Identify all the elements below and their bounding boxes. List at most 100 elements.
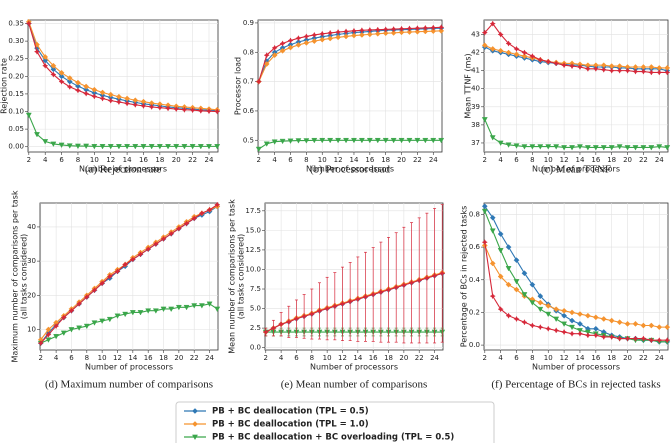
y-tick-label: 43: [471, 30, 480, 38]
marker: [206, 144, 212, 150]
marker: [83, 293, 90, 301]
legend-label: PB + BC deallocation (TPL = 1.0): [212, 420, 369, 430]
marker: [481, 203, 488, 210]
x-axis-label: Number of processors: [306, 165, 394, 174]
marker: [545, 58, 552, 65]
marker: [129, 256, 136, 263]
marker: [489, 228, 496, 234]
marker: [592, 65, 599, 72]
marker: [481, 42, 488, 49]
marker: [497, 31, 504, 38]
marker: [592, 314, 599, 321]
marker: [279, 47, 286, 54]
marker: [400, 282, 407, 289]
marker: [191, 215, 198, 222]
marker: [33, 48, 41, 55]
y-tick-label: 10.0: [245, 265, 261, 273]
marker: [624, 145, 631, 151]
marker: [206, 206, 213, 213]
marker: [497, 47, 504, 54]
y-tick-label: 0.0: [469, 341, 480, 349]
x-tick-label: 10: [544, 156, 553, 164]
marker: [293, 315, 300, 322]
marker: [99, 95, 106, 102]
marker: [430, 28, 437, 35]
marker: [183, 304, 190, 311]
marker: [382, 137, 389, 144]
marker: [168, 306, 175, 312]
marker: [576, 63, 583, 71]
y-tick-label: 0.7: [243, 78, 254, 86]
marker: [263, 52, 270, 59]
marker: [168, 230, 175, 237]
marker: [616, 335, 623, 342]
marker: [295, 42, 302, 48]
marker: [577, 320, 583, 327]
marker: [327, 29, 334, 36]
x-tick-label: 8: [85, 354, 89, 362]
marker: [489, 214, 496, 221]
x-tick-label: 24: [429, 156, 438, 164]
marker: [561, 329, 568, 336]
marker: [68, 327, 75, 333]
x-axis-label: Number of processors: [85, 363, 173, 372]
x-tick-label: 16: [139, 156, 148, 164]
plot-area: [483, 19, 669, 153]
marker: [214, 144, 221, 150]
marker: [255, 146, 262, 153]
marker: [140, 102, 147, 109]
marker: [608, 145, 615, 151]
marker: [173, 106, 180, 113]
marker: [624, 335, 631, 342]
marker: [608, 333, 615, 340]
x-tick-label: 16: [591, 354, 600, 362]
y-tick-label: 0.00: [8, 143, 24, 151]
marker: [359, 32, 365, 38]
x-tick-label: 4: [279, 354, 284, 362]
x-tick-label: 8: [304, 156, 308, 164]
x-tick-label: 20: [623, 354, 632, 362]
marker: [271, 139, 278, 145]
marker: [75, 79, 81, 86]
y-tick-label: 0.25: [8, 55, 24, 63]
marker: [513, 257, 520, 264]
marker: [423, 275, 430, 282]
y-tick-label: 20: [27, 291, 36, 299]
marker: [569, 63, 576, 70]
marker: [124, 144, 131, 150]
x-tick-label: 12: [560, 156, 569, 164]
marker: [406, 25, 413, 32]
marker: [76, 300, 83, 307]
marker: [354, 296, 361, 303]
marker: [114, 313, 121, 319]
legend-box: [175, 401, 495, 443]
marker: [115, 144, 122, 150]
marker: [616, 67, 623, 74]
marker: [406, 137, 413, 144]
marker: [74, 87, 81, 94]
x-tick-label: 22: [639, 156, 648, 164]
marker: [83, 323, 90, 330]
y-tick-label: 0.5: [243, 136, 254, 144]
marker: [414, 28, 421, 35]
y-tick-label: 0.6: [469, 243, 481, 251]
marker: [553, 306, 560, 313]
marker: [422, 24, 429, 31]
marker: [497, 248, 504, 254]
marker: [343, 137, 349, 144]
marker: [585, 312, 591, 319]
marker: [316, 307, 323, 314]
marker: [513, 51, 520, 58]
marker: [34, 132, 40, 138]
marker: [438, 24, 445, 31]
marker: [529, 53, 536, 60]
marker: [640, 145, 647, 151]
marker: [148, 103, 155, 110]
marker: [115, 98, 122, 106]
y-tick-label: 5.0: [250, 305, 261, 313]
x-tick-label: 24: [655, 354, 664, 362]
marker: [648, 337, 655, 344]
marker: [632, 68, 639, 75]
x-axis-label: Number of processors: [532, 363, 620, 372]
y-tick-label: 0.2: [469, 308, 480, 316]
